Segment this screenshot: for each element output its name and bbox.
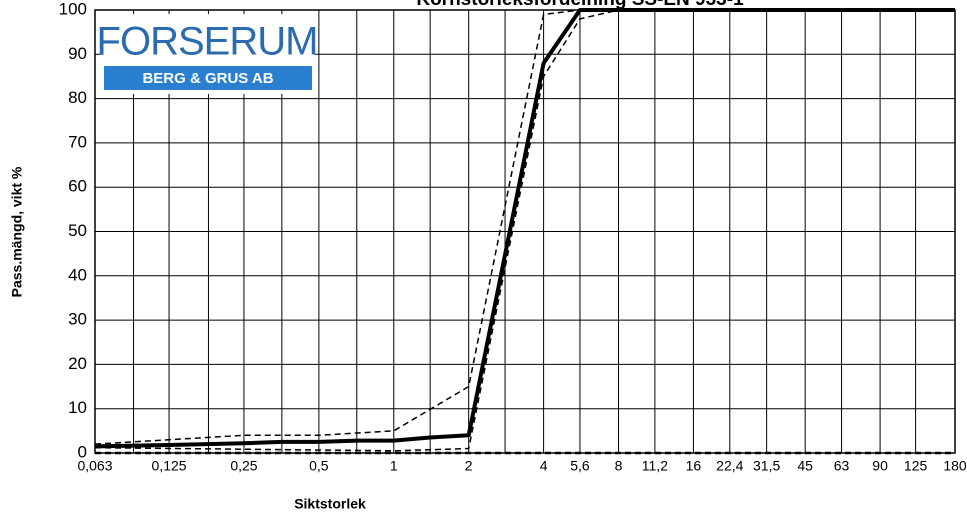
x-tick-label: 5,6 bbox=[570, 458, 590, 474]
x-tick-label: 90 bbox=[872, 458, 888, 474]
y-tick-label: 90 bbox=[68, 44, 87, 63]
series-line bbox=[94, 9, 955, 445]
x-tick-label: 4 bbox=[540, 458, 548, 474]
x-tick-label: 0,063 bbox=[77, 458, 112, 474]
x-tick-label: 8 bbox=[615, 458, 623, 474]
x-tick-label: 2 bbox=[465, 458, 473, 474]
x-tick-label: 31,5 bbox=[753, 458, 780, 474]
x-tick-label: 45 bbox=[797, 458, 813, 474]
x-tick-label: 16 bbox=[686, 458, 702, 474]
x-axis-label: Siktstorlek bbox=[294, 496, 366, 512]
y-tick-label: 20 bbox=[68, 354, 87, 373]
x-tick-label: 22,4 bbox=[716, 458, 743, 474]
x-tick-label: 0,25 bbox=[230, 458, 257, 474]
x-tick-label: 125 bbox=[904, 458, 928, 474]
logo-band bbox=[104, 66, 312, 90]
y-tick-label: 80 bbox=[68, 88, 87, 107]
y-tick-label: 70 bbox=[68, 132, 87, 151]
series-line bbox=[94, 9, 955, 452]
x-tick-label: 0,5 bbox=[309, 458, 329, 474]
y-tick-label: 100 bbox=[59, 0, 87, 18]
x-tick-label: 1 bbox=[390, 458, 398, 474]
y-tick-label: 50 bbox=[68, 221, 87, 240]
y-tick-label: 40 bbox=[68, 265, 87, 284]
logo: FORSERUM BERG & GRUS AB bbox=[97, 14, 318, 94]
x-tick-label: 0,125 bbox=[152, 458, 187, 474]
x-tick-label: 63 bbox=[834, 458, 850, 474]
y-tick-label: 30 bbox=[68, 310, 87, 329]
x-tick-label: 180 bbox=[943, 458, 967, 474]
y-tick-label: 10 bbox=[68, 398, 87, 417]
y-tick-label: 60 bbox=[68, 177, 87, 196]
y-tick-label: 0 bbox=[78, 442, 87, 461]
logo-name: FORSERUM bbox=[97, 20, 318, 64]
chart-title: Kornstorleksfördelning SS-EN 933-1 bbox=[416, 0, 744, 10]
logo-subtitle: BERG & GRUS AB bbox=[142, 70, 273, 87]
x-tick-label: 11,2 bbox=[642, 458, 668, 474]
y-axis-label: Pass.mängd, vikt % bbox=[9, 166, 25, 297]
